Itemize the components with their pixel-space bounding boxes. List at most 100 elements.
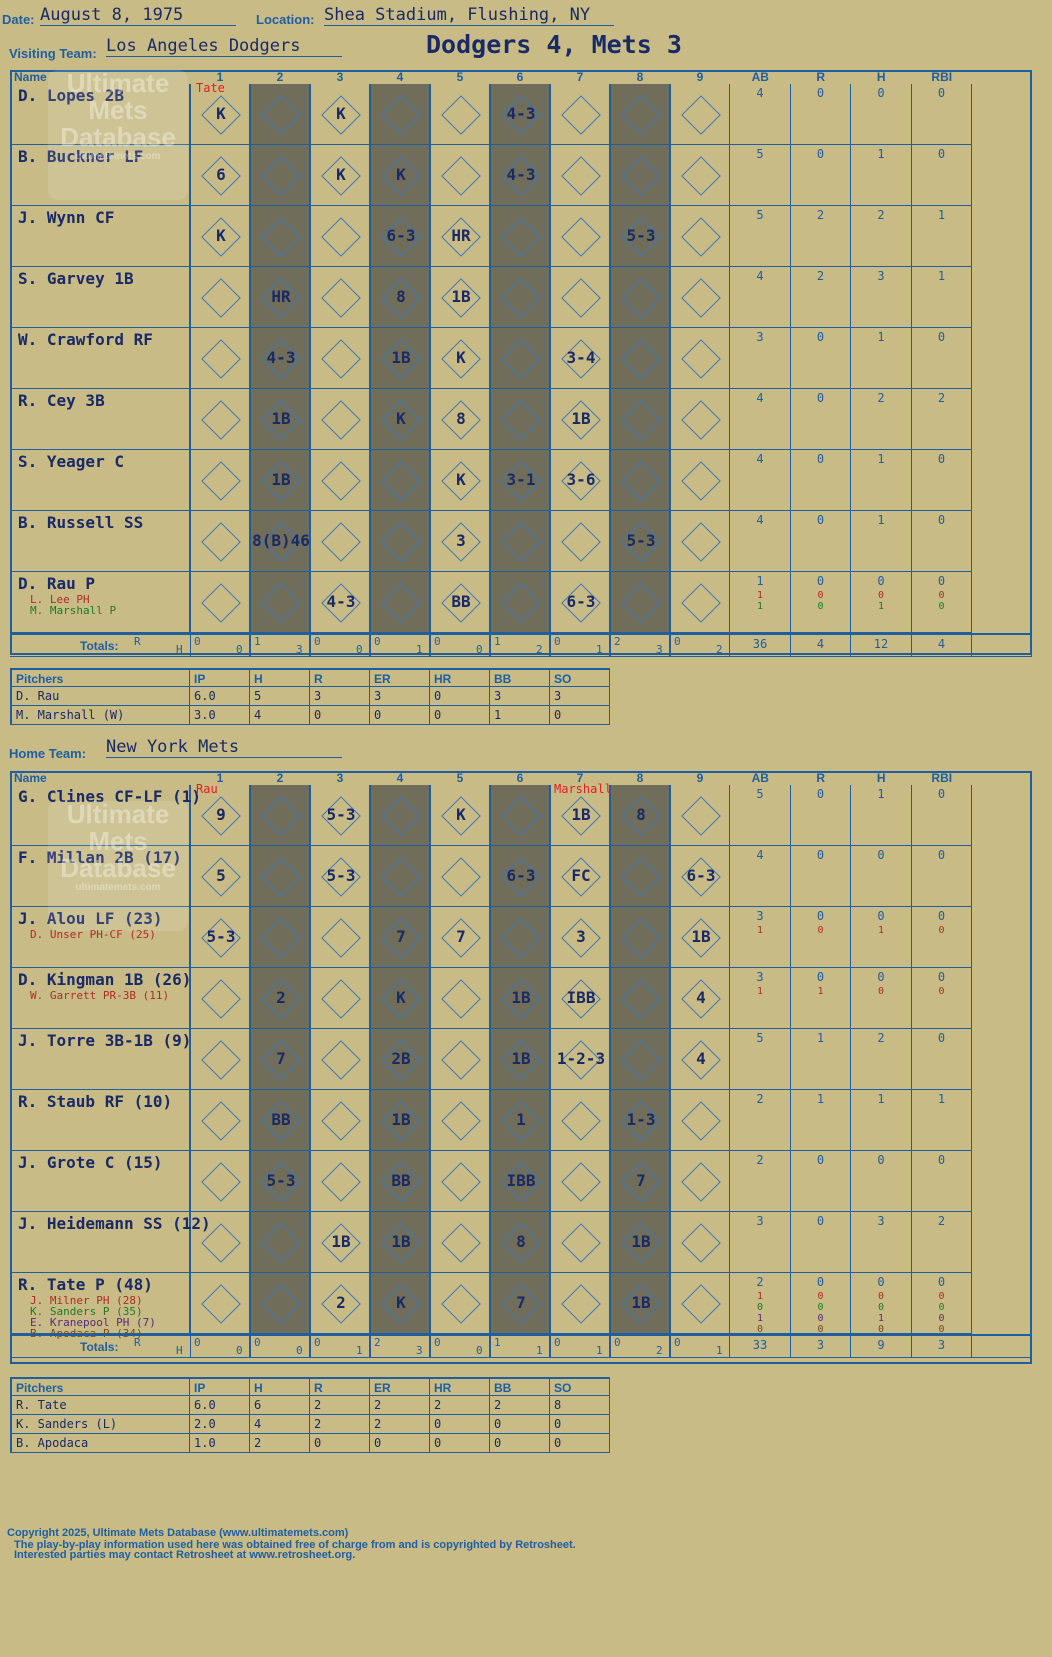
inning-cell[interactable] — [490, 907, 550, 968]
inning-cell[interactable]: 1B — [550, 785, 610, 846]
inning-cell[interactable] — [430, 145, 490, 206]
inning-cell[interactable]: 4-3 — [310, 572, 370, 633]
inning-cell[interactable] — [670, 328, 730, 389]
inning-cell[interactable]: K — [430, 450, 490, 511]
inning-cell[interactable] — [490, 389, 550, 450]
inning-cell[interactable]: 7 — [610, 1151, 670, 1212]
inning-cell[interactable] — [190, 1273, 250, 1334]
inning-cell[interactable]: IBB — [490, 1151, 550, 1212]
inning-cell[interactable] — [370, 84, 430, 145]
inning-cell[interactable] — [610, 450, 670, 511]
inning-cell[interactable]: 6 — [190, 145, 250, 206]
inning-cell[interactable] — [190, 267, 250, 328]
inning-cell[interactable] — [670, 145, 730, 206]
inning-cell[interactable] — [310, 907, 370, 968]
inning-cell[interactable] — [250, 1273, 310, 1334]
inning-cell[interactable] — [430, 1029, 490, 1090]
inning-cell[interactable]: 3-4 — [550, 328, 610, 389]
inning-cell[interactable]: 6-3 — [550, 572, 610, 633]
inning-cell[interactable]: K — [310, 145, 370, 206]
inning-cell[interactable] — [250, 785, 310, 846]
inning-cell[interactable] — [250, 145, 310, 206]
inning-cell[interactable] — [490, 267, 550, 328]
inning-cell[interactable]: 5-3 — [310, 846, 370, 907]
inning-cell[interactable] — [550, 1273, 610, 1334]
inning-cell[interactable]: 7 — [370, 907, 430, 968]
inning-cell[interactable] — [430, 1090, 490, 1151]
inning-cell[interactable]: K — [310, 84, 370, 145]
inning-cell[interactable]: BB — [370, 1151, 430, 1212]
inning-cell[interactable] — [190, 389, 250, 450]
inning-cell[interactable] — [670, 389, 730, 450]
inning-cell[interactable]: 1B — [310, 1212, 370, 1273]
inning-cell[interactable] — [310, 968, 370, 1029]
inning-cell[interactable] — [550, 84, 610, 145]
inning-cell[interactable]: 1B — [250, 450, 310, 511]
inning-cell[interactable] — [310, 1151, 370, 1212]
inning-cell[interactable]: 6-3 — [370, 206, 430, 267]
inning-cell[interactable] — [250, 1212, 310, 1273]
inning-cell[interactable] — [610, 572, 670, 633]
inning-cell[interactable]: 3 — [550, 907, 610, 968]
inning-cell[interactable]: 1B — [610, 1273, 670, 1334]
inning-cell[interactable] — [370, 785, 430, 846]
inning-cell[interactable] — [550, 206, 610, 267]
inning-cell[interactable]: K — [190, 206, 250, 267]
inning-cell[interactable]: 1B — [370, 1090, 430, 1151]
inning-cell[interactable] — [250, 907, 310, 968]
inning-cell[interactable] — [310, 328, 370, 389]
inning-cell[interactable]: 1B — [550, 389, 610, 450]
inning-cell[interactable]: 3-1 — [490, 450, 550, 511]
inning-cell[interactable] — [550, 267, 610, 328]
inning-cell[interactable]: 5-3 — [310, 785, 370, 846]
inning-cell[interactable]: 7 — [250, 1029, 310, 1090]
inning-cell[interactable] — [550, 1151, 610, 1212]
inning-cell[interactable] — [670, 267, 730, 328]
inning-cell[interactable] — [610, 968, 670, 1029]
inning-cell[interactable]: 1 — [490, 1090, 550, 1151]
inning-cell[interactable] — [670, 1151, 730, 1212]
inning-cell[interactable]: K — [370, 389, 430, 450]
inning-cell[interactable] — [370, 846, 430, 907]
inning-cell[interactable]: BB — [250, 1090, 310, 1151]
inning-cell[interactable]: K — [370, 968, 430, 1029]
inning-cell[interactable]: 9 — [190, 785, 250, 846]
inning-cell[interactable] — [610, 328, 670, 389]
inning-cell[interactable] — [430, 846, 490, 907]
inning-cell[interactable]: 7 — [490, 1273, 550, 1334]
inning-cell[interactable]: 4 — [670, 968, 730, 1029]
inning-cell[interactable] — [550, 145, 610, 206]
inning-cell[interactable]: 1B — [670, 907, 730, 968]
inning-cell[interactable] — [190, 1029, 250, 1090]
inning-cell[interactable] — [250, 572, 310, 633]
inning-cell[interactable] — [550, 1212, 610, 1273]
inning-cell[interactable] — [550, 1090, 610, 1151]
inning-cell[interactable] — [310, 1090, 370, 1151]
inning-cell[interactable] — [190, 1151, 250, 1212]
inning-cell[interactable]: 2 — [250, 968, 310, 1029]
inning-cell[interactable] — [190, 968, 250, 1029]
inning-cell[interactable] — [490, 206, 550, 267]
inning-cell[interactable] — [670, 1273, 730, 1334]
inning-cell[interactable] — [190, 328, 250, 389]
inning-cell[interactable] — [670, 206, 730, 267]
inning-cell[interactable] — [310, 1029, 370, 1090]
inning-cell[interactable] — [430, 1273, 490, 1334]
inning-cell[interactable]: 3-6 — [550, 450, 610, 511]
inning-cell[interactable]: 8 — [370, 267, 430, 328]
inning-cell[interactable]: 4-3 — [490, 84, 550, 145]
inning-cell[interactable]: 1-3 — [610, 1090, 670, 1151]
inning-cell[interactable]: HR — [250, 267, 310, 328]
inning-cell[interactable] — [670, 511, 730, 572]
inning-cell[interactable] — [610, 389, 670, 450]
inning-cell[interactable] — [430, 1151, 490, 1212]
inning-cell[interactable]: 4 — [670, 1029, 730, 1090]
inning-cell[interactable] — [610, 907, 670, 968]
inning-cell[interactable]: 8 — [490, 1212, 550, 1273]
inning-cell[interactable]: 7 — [430, 907, 490, 968]
inning-cell[interactable]: 5 — [190, 846, 250, 907]
inning-cell[interactable]: 3 — [430, 511, 490, 572]
inning-cell[interactable] — [670, 1090, 730, 1151]
inning-cell[interactable]: 1B — [370, 328, 430, 389]
inning-cell[interactable]: 5-3 — [190, 907, 250, 968]
